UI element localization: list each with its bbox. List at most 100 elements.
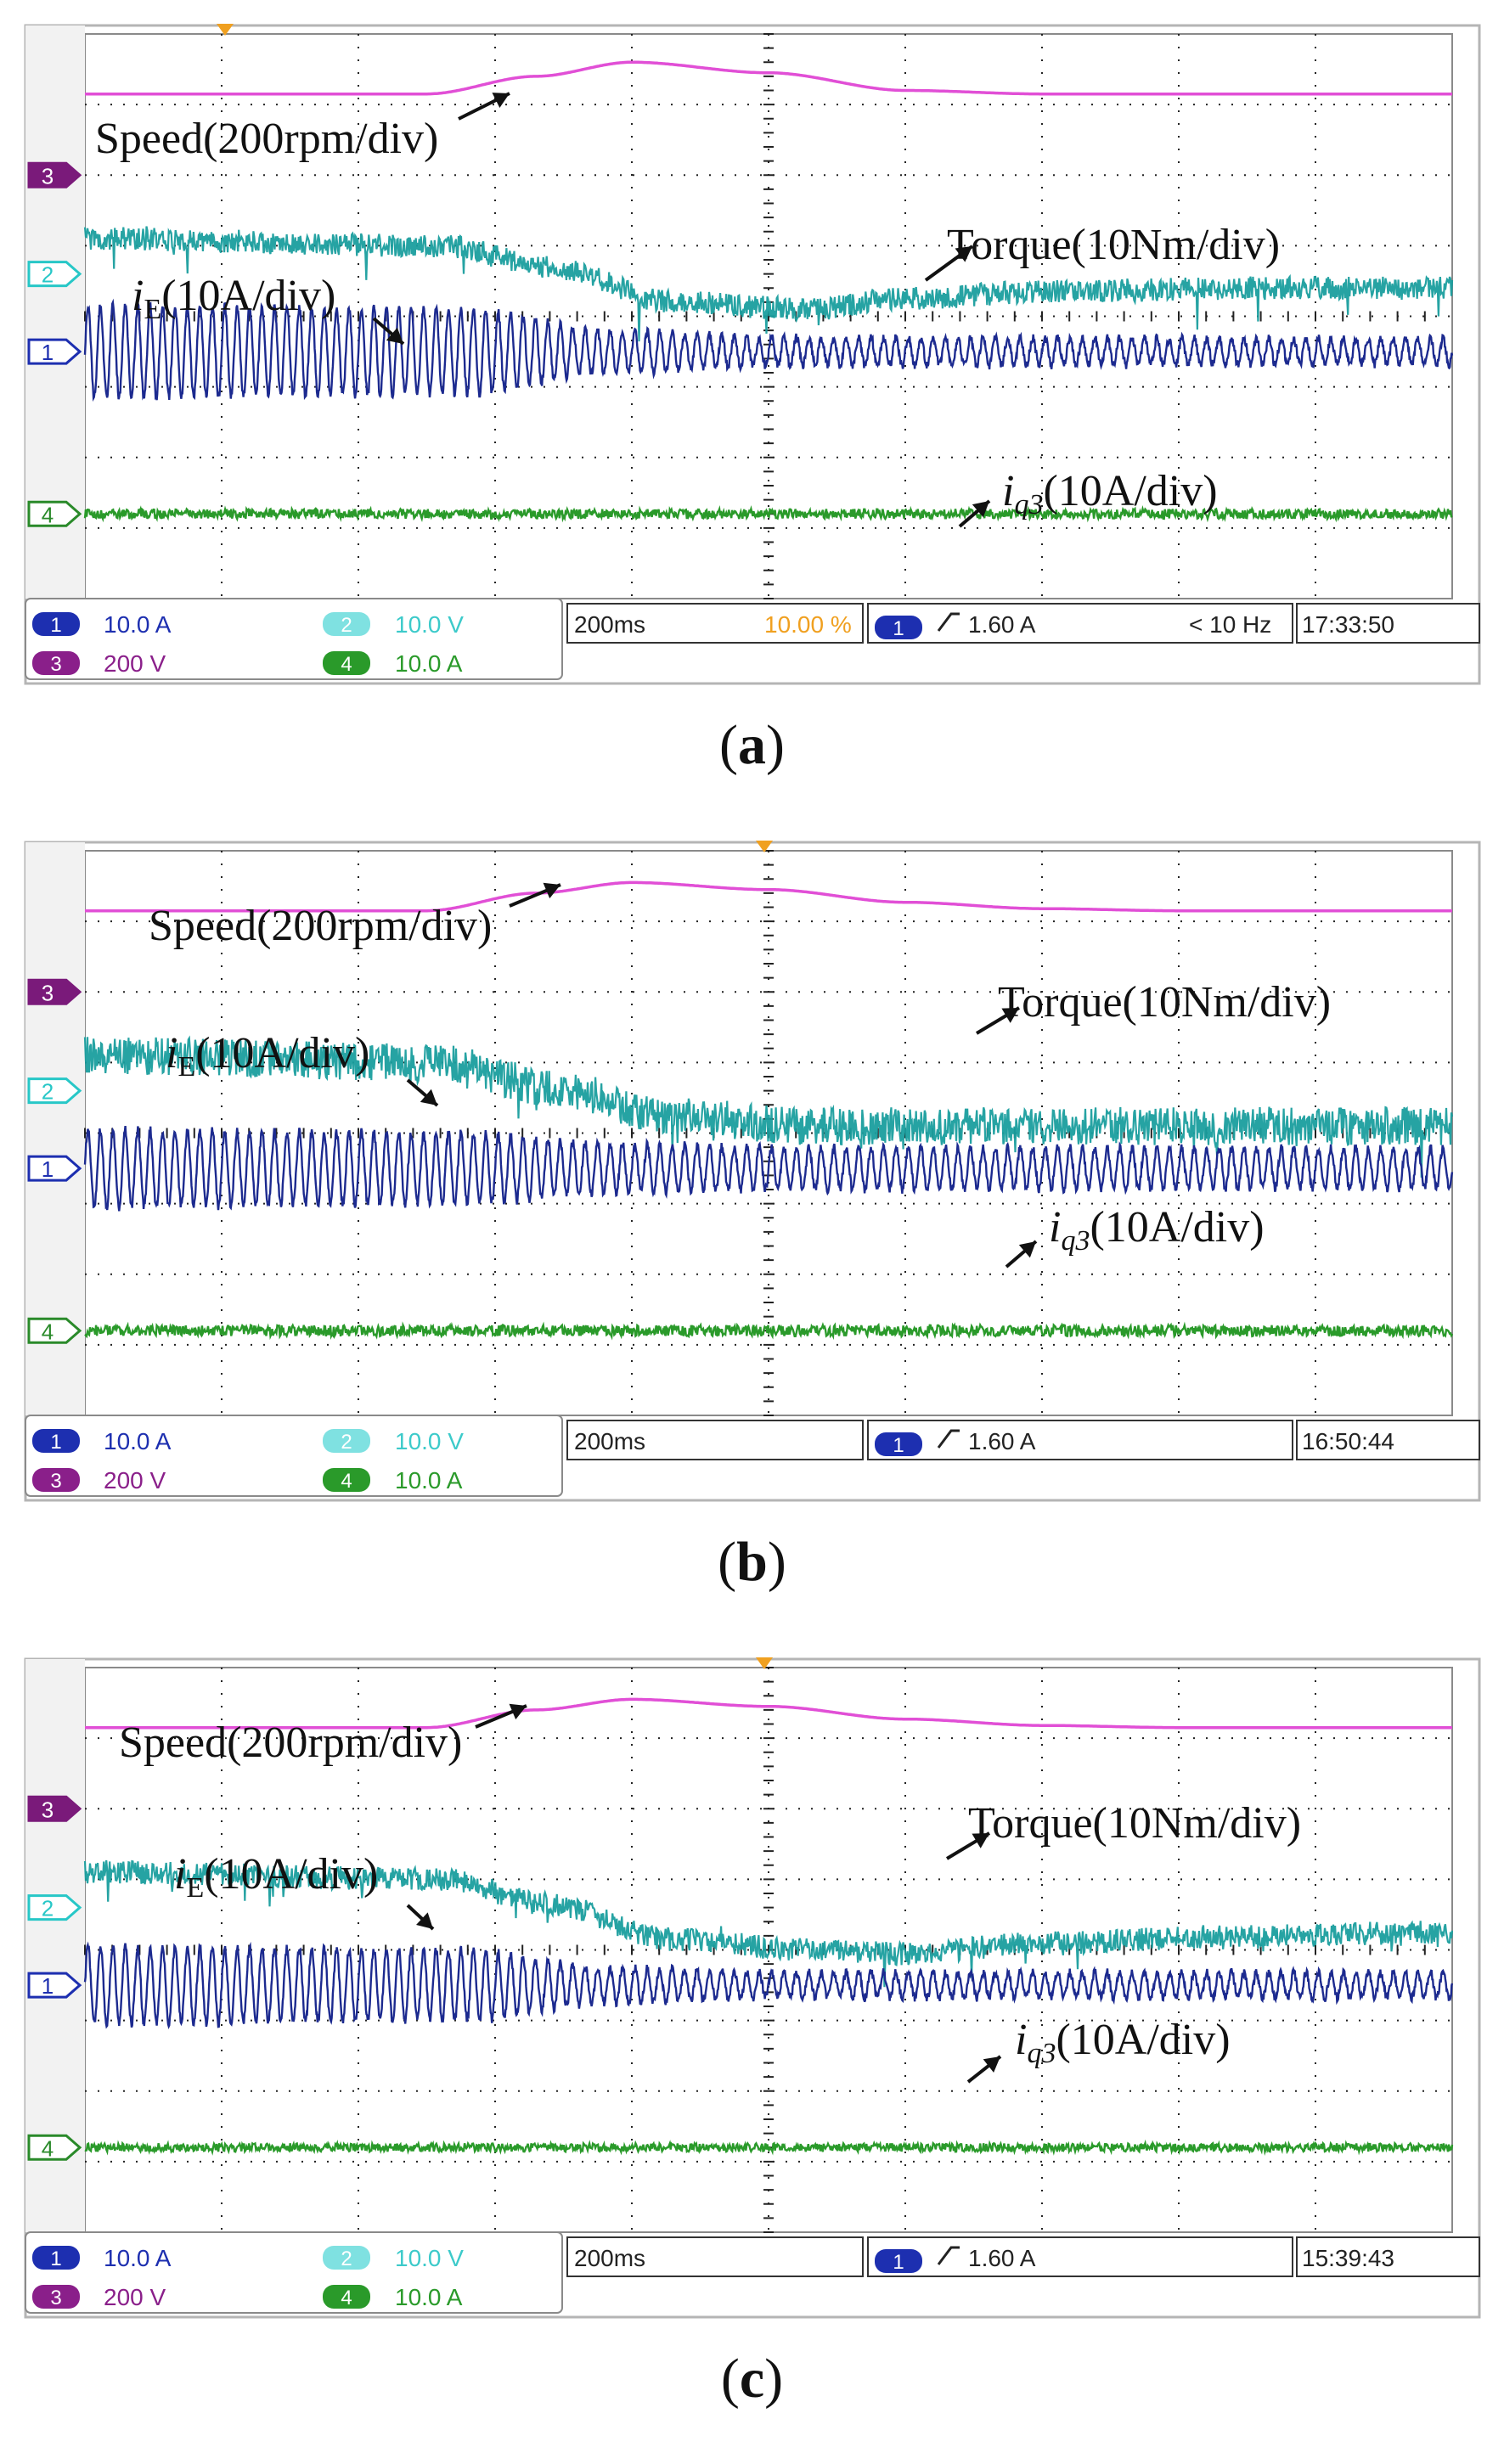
annotation-arrow <box>958 499 991 528</box>
svg-text:1: 1 <box>50 614 61 637</box>
ch4-badge: 4 <box>323 1468 370 1493</box>
ch4-scale: 10.0 A <box>395 1467 463 1494</box>
speed-label: Speed(200rpm/div) <box>149 902 492 950</box>
iq3-label: iq3(10A/div) <box>1002 467 1218 520</box>
ie-label: iE(10A/div) <box>174 1850 378 1904</box>
trigger-position-marker <box>756 1657 773 1669</box>
svg-text:3: 3 <box>50 653 61 676</box>
timebase: 200ms <box>574 2245 645 2271</box>
svg-text:4: 4 <box>42 1319 54 1344</box>
iq3-label: iq3(10A/div) <box>1049 1203 1265 1257</box>
annotation-arrow <box>475 1703 527 1729</box>
clock: 16:50:44 <box>1302 1428 1394 1454</box>
ch2-badge: 2 <box>323 1429 370 1454</box>
svg-text:4: 4 <box>341 2287 352 2309</box>
scope-panel-c: 1 2 3 4 Speed(200rpm/div) Torque(10Nm/div) iE(… <box>0 1634 1504 2450</box>
svg-text:3: 3 <box>50 2287 61 2309</box>
svg-text:1: 1 <box>50 1431 61 1454</box>
iq3-trace <box>84 1321 1454 1341</box>
speed-label: Speed(200rpm/div) <box>119 1719 462 1767</box>
annotation-arrow <box>458 92 510 121</box>
panel-caption: (b) <box>718 1531 786 1593</box>
channel-2-marker: 2 <box>27 1894 82 1921</box>
ie-label: iE(10A/div) <box>132 272 335 325</box>
annotation-arrow <box>945 1831 991 1860</box>
ch4-badge: 4 <box>323 2285 370 2309</box>
ch2-badge: 2 <box>323 2246 370 2270</box>
rising-edge-icon <box>937 1429 960 1449</box>
torque-trace <box>83 1859 1454 1988</box>
trigger-badge: 1 <box>875 1432 922 1457</box>
svg-text:4: 4 <box>42 502 54 527</box>
torque-label: Torque(10Nm/div) <box>968 1799 1301 1848</box>
svg-text:4: 4 <box>42 2135 54 2161</box>
ch1-scale: 10.0 A <box>104 2245 172 2271</box>
oscilloscope-screen: 1 2 3 4 Speed(200rpm/div) Torque(10Nm/div) iE(… <box>24 24 1481 685</box>
annotation-arrow <box>406 1904 435 1931</box>
ch2-scale: 10.0 V <box>395 1428 464 1454</box>
offset: 10.00 % <box>764 611 852 638</box>
channel-4-marker: 4 <box>27 2134 82 2161</box>
torque-label: Torque(10Nm/div) <box>998 978 1331 1027</box>
channel-2-marker: 2 <box>27 261 82 288</box>
ie-trace <box>83 1125 1454 1212</box>
channel-1-marker: 1 <box>27 1972 82 1999</box>
ch3-scale: 200 V <box>104 650 166 677</box>
ch3-scale: 200 V <box>104 1467 166 1494</box>
speed-label: Speed(200rpm/div) <box>95 115 438 163</box>
rising-edge-icon <box>937 612 960 632</box>
trigger-level: 1.60 A <box>968 2245 1036 2271</box>
ie-trace <box>83 298 1454 402</box>
oscilloscope-screen: 1 2 3 4 Speed(200rpm/div) Torque(10Nm/div) iE(… <box>24 1657 1481 2319</box>
channel-1-marker: 1 <box>27 338 82 365</box>
panel-caption: (c) <box>720 2348 784 2410</box>
clock: 17:33:50 <box>1302 611 1394 638</box>
svg-text:2: 2 <box>341 614 352 637</box>
ch1-badge: 1 <box>32 612 80 637</box>
ch2-badge: 2 <box>323 612 370 637</box>
trigger-level: 1.60 A <box>968 1428 1036 1454</box>
svg-text:3: 3 <box>50 1470 61 1493</box>
trigger-position-marker <box>217 24 234 36</box>
annotation-arrow <box>1005 1240 1038 1269</box>
svg-text:4: 4 <box>341 653 352 676</box>
speed-trace <box>85 880 1452 913</box>
svg-text:2: 2 <box>341 2247 352 2270</box>
scope-panel-b: 1 2 3 4 Speed(200rpm/div) Torque(10Nm/div) iE(… <box>0 817 1504 1634</box>
svg-text:1: 1 <box>893 2251 904 2274</box>
ch4-scale: 10.0 A <box>395 2284 463 2310</box>
trigger-badge: 1 <box>875 616 922 640</box>
status-bar: 1 10.0 A 2 10.0 V 3 200 V 4 10.0 A 200ms 10.00 % 1… <box>25 598 1480 680</box>
channel-2-marker: 2 <box>27 1077 82 1105</box>
ch3-badge: 3 <box>32 651 80 676</box>
channel-4-marker: 4 <box>27 500 82 527</box>
annotation-arrow <box>924 245 974 282</box>
svg-text:3: 3 <box>42 163 54 188</box>
svg-text:2: 2 <box>42 262 54 288</box>
trigger-position-marker <box>756 841 773 852</box>
annotation-arrow <box>975 1006 1021 1035</box>
iq3-label: iq3(10A/div) <box>1015 2016 1231 2069</box>
ch1-badge: 1 <box>32 1429 80 1454</box>
torque-label: Torque(10Nm/div) <box>947 221 1280 269</box>
torque-trace <box>83 226 1454 342</box>
iq3-trace <box>84 2139 1454 2156</box>
svg-text:3: 3 <box>42 1797 54 1822</box>
channel-4-marker: 4 <box>27 1317 82 1344</box>
ch1-scale: 10.0 A <box>104 1428 172 1454</box>
oscilloscope-screen: 1 2 3 4 Speed(200rpm/div) Torque(10Nm/div) iE(… <box>24 841 1481 1502</box>
ie-trace <box>83 1941 1454 2030</box>
channel-1-marker: 1 <box>27 1155 82 1182</box>
torque-trace <box>83 1035 1454 1178</box>
scope-panel-a: 1 2 3 4 Speed(200rpm/div) Torque(10Nm/div) iE(… <box>0 0 1504 817</box>
svg-text:2: 2 <box>341 1431 352 1454</box>
svg-text:2: 2 <box>42 1079 54 1105</box>
channel-3-marker: 3 <box>27 1795 82 1822</box>
timebase: 200ms <box>574 1428 645 1454</box>
channel-3-marker: 3 <box>27 161 82 188</box>
annotation-arrow <box>372 317 405 346</box>
ch1-scale: 10.0 A <box>104 611 172 638</box>
ch3-badge: 3 <box>32 2285 80 2309</box>
ch3-scale: 200 V <box>104 2284 166 2310</box>
status-bar: 1 10.0 A 2 10.0 V 3 200 V 4 10.0 A 200ms 1 1.60 A 1… <box>25 2231 1480 2314</box>
